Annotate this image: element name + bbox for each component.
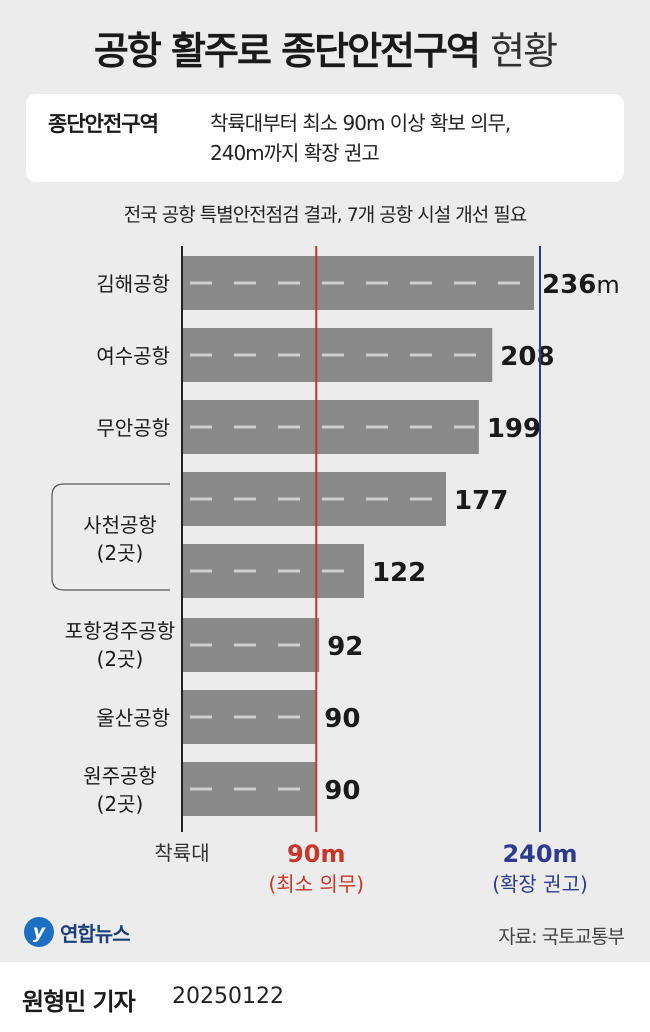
- reference-label: 90m: [287, 840, 345, 868]
- info-label: 종단안전구역: [48, 112, 159, 136]
- title-bold: 공항 활주로 종단안전구역: [93, 29, 481, 73]
- category-label: 무안공항: [96, 416, 170, 440]
- info-box: 종단안전구역 착륙대부터 최소 90m 이상 확보 의무, 240m까지 확장 …: [26, 94, 624, 182]
- bar-value-label: 208: [500, 342, 554, 372]
- bar-value-label: 92: [327, 632, 363, 662]
- logo-icon: y: [24, 917, 54, 947]
- reference-sublabel: (최소 의무): [268, 872, 364, 896]
- bar-value-unit: m: [596, 271, 619, 299]
- bar-value-label: 90: [324, 776, 360, 806]
- bar-value-label: 90: [324, 704, 360, 734]
- bar-value-label: 122: [372, 558, 426, 588]
- reporter-name: 원형민 기자: [22, 988, 136, 1016]
- reference-label: 240m: [502, 840, 577, 868]
- group-sublabel: (2곳): [97, 541, 144, 565]
- group-sublabel: (2곳): [97, 792, 144, 816]
- bar-value-label: 236m: [542, 270, 620, 300]
- page-title: 공항 활주로 종단안전구역 현황: [0, 20, 650, 75]
- category-label: 김해공항: [96, 272, 170, 296]
- source-note: 자료: 국토교통부: [498, 926, 625, 948]
- group-bracket: [51, 483, 170, 591]
- category-label: 울산공항: [96, 706, 170, 730]
- bar-value-label: 177: [454, 486, 508, 516]
- publish-date: 20250122: [172, 984, 284, 1009]
- group-label: 사천공항: [83, 513, 157, 537]
- info-line-1: 착륙대부터 최소 90m 이상 확보 의무,: [210, 111, 511, 135]
- info-line-2: 240m까지 확장 권고: [210, 141, 380, 165]
- group-label: 원주공항: [83, 764, 157, 788]
- reference-sublabel: (확장 권고): [492, 872, 588, 896]
- logo: y 연합뉴스: [24, 912, 131, 952]
- logo-text: 연합뉴스: [60, 921, 131, 946]
- info-text: 착륙대부터 최소 90m 이상 확보 의무, 240m까지 확장 권고: [210, 108, 610, 168]
- bar-value-label: 199: [487, 414, 541, 444]
- origin-label: 착륙대: [154, 841, 209, 865]
- group-sublabel: (2곳): [97, 647, 144, 671]
- bar: [183, 472, 447, 526]
- group-label: 포항경주공항: [65, 619, 175, 643]
- subtitle: 전국 공항 특별안전점검 결과, 7개 공항 시설 개선 필요: [123, 204, 528, 226]
- category-label: 여수공항: [96, 344, 170, 368]
- title-light: 현황: [490, 29, 558, 73]
- footer: 원형민 기자 20250122: [0, 962, 650, 1032]
